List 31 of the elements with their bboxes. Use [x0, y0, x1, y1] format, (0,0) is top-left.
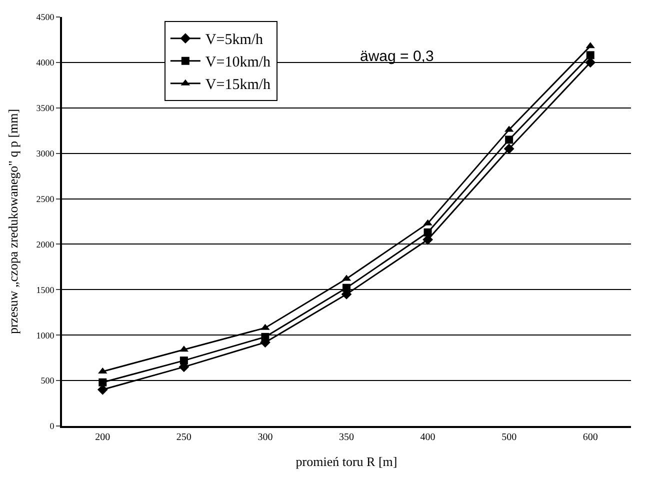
y-tick-label: 500	[40, 376, 55, 386]
point	[504, 144, 514, 154]
x-tick-label: 200	[95, 432, 110, 443]
x-tick-label: 350	[339, 432, 354, 443]
legend-label: V=15km/h	[205, 77, 272, 94]
point	[98, 378, 107, 386]
x-axis-title: promień toru R [m]	[296, 454, 398, 470]
y-tick-label: 2000	[36, 239, 55, 250]
y-tick-label: 3500	[36, 103, 55, 114]
x-tick-label: 250	[176, 432, 192, 443]
point	[505, 136, 514, 144]
y-tick-label: 1500	[36, 284, 55, 295]
y-tick-label: 4000	[36, 58, 55, 68]
point	[424, 228, 432, 236]
x-tick-label: 300	[258, 432, 273, 443]
y-tick-label: 1000	[36, 330, 55, 340]
x-tick-label: 500	[502, 432, 517, 443]
legend-label: V=5km/h	[205, 32, 264, 48]
point	[180, 356, 188, 365]
point	[342, 284, 350, 292]
annotation: äwag = 0,3	[360, 48, 434, 65]
legend-label: V=10km/h	[205, 54, 272, 71]
point	[261, 332, 270, 341]
y-tick-label: 0	[50, 421, 55, 432]
y-tick-label: 3000	[36, 148, 55, 158]
y-tick-label: 4500	[36, 12, 55, 22]
y-axis-title: przesuw „czopa zredukowanego" q p [mm]	[6, 108, 21, 334]
x-tick-label: 600	[582, 432, 598, 443]
point	[586, 51, 594, 60]
y-tick-label: 2500	[36, 194, 55, 204]
x-tick-label: 400	[420, 432, 436, 443]
